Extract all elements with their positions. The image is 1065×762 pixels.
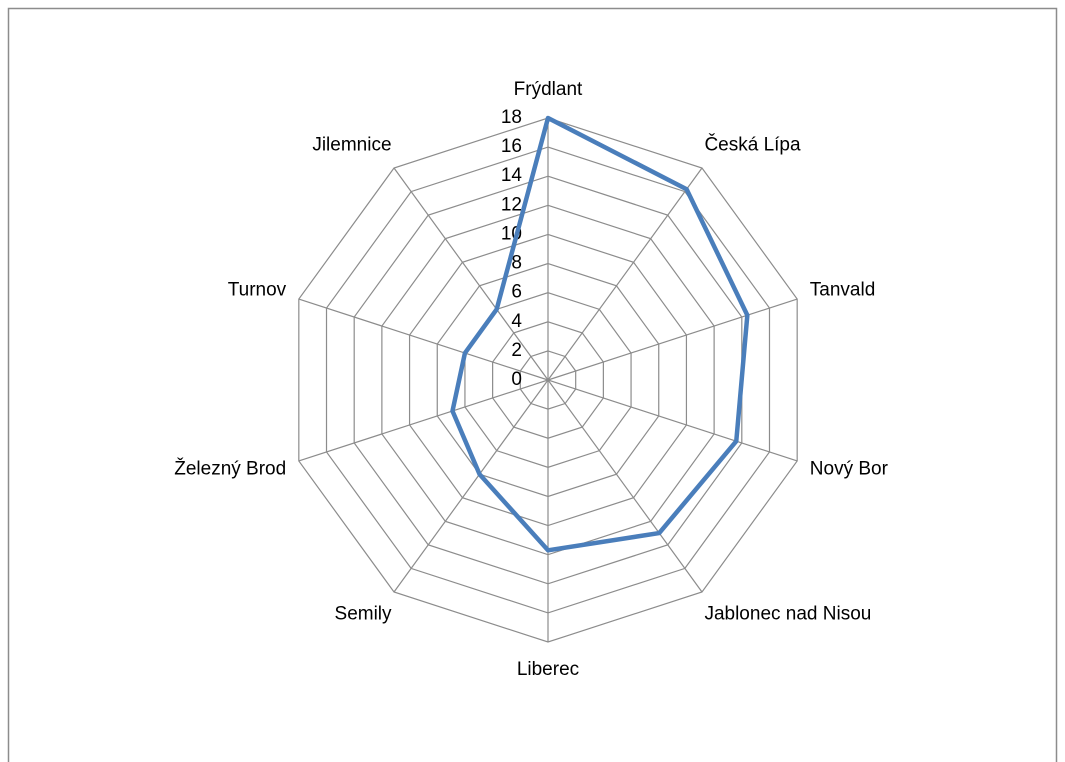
spoke <box>547 298 798 381</box>
y-tick-label: 4 <box>511 311 522 332</box>
y-tick-label: 0 <box>511 369 522 390</box>
spoke <box>547 379 798 462</box>
y-tick-label: 16 <box>501 136 522 157</box>
y-tick-label: 14 <box>501 165 523 186</box>
category-label: Jilemnice <box>312 134 391 155</box>
spoke <box>547 167 703 381</box>
category-label: Turnov <box>228 279 287 300</box>
y-tick-label: 2 <box>511 340 522 361</box>
category-label: Železný Brod <box>174 458 286 480</box>
y-tick-label: 8 <box>511 253 522 274</box>
y-tick-label: 18 <box>501 107 522 128</box>
category-label: Jablonec nad Nisou <box>704 604 871 625</box>
y-tick-label: 6 <box>511 282 522 303</box>
category-label: Semily <box>335 604 393 625</box>
category-label: Tanvald <box>810 279 876 300</box>
spoke <box>547 379 703 593</box>
series-line <box>450 115 750 553</box>
spoke <box>393 379 549 593</box>
chart-frame <box>7 7 1058 762</box>
category-label: Česká Lípa <box>704 133 801 155</box>
category-label: Nový Bor <box>810 459 889 480</box>
category-label: Frýdlant <box>514 79 583 100</box>
spoke <box>298 379 549 462</box>
spoke <box>298 298 549 381</box>
category-label: Liberec <box>517 659 579 680</box>
y-tick-label: 12 <box>501 194 522 215</box>
spoke <box>393 167 549 381</box>
